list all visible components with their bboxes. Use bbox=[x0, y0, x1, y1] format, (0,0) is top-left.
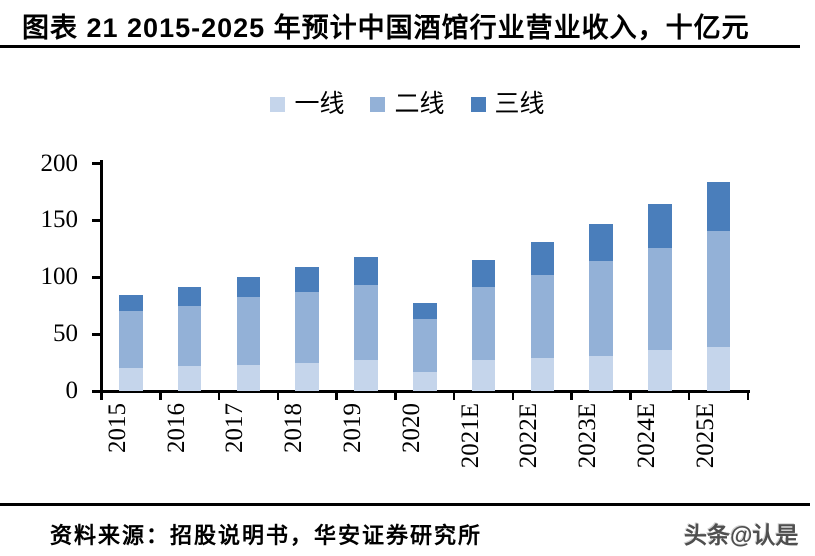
bar-segment-三线-2025E bbox=[706, 181, 731, 231]
y-axis-tick-label: 200 bbox=[40, 149, 79, 177]
tier1-swatch-icon bbox=[270, 97, 286, 112]
x-tick-mark bbox=[570, 392, 573, 400]
chart-legend: 一线 二线 三线 bbox=[0, 92, 815, 117]
bar-segment-二线-2023E bbox=[589, 261, 613, 356]
x-axis-category-label: 2017 bbox=[221, 403, 249, 453]
x-tick-mark bbox=[100, 392, 103, 400]
x-tick-mark bbox=[159, 392, 162, 400]
x-axis-category-label: 2022E bbox=[515, 403, 543, 469]
y-tick-mark bbox=[91, 162, 102, 165]
bar-segment-一线-2019 bbox=[354, 360, 378, 391]
x-tick-mark bbox=[276, 392, 280, 400]
legend-item-tier3: 三线 bbox=[470, 91, 545, 118]
y-axis-tick-label: 50 bbox=[53, 320, 78, 348]
x-axis-category-label: 2018 bbox=[280, 403, 308, 453]
x-tick-mark bbox=[217, 392, 221, 400]
x-axis-category-label: 2016 bbox=[162, 403, 190, 453]
title-divider bbox=[0, 45, 800, 48]
bar-segment-三线-2017 bbox=[236, 277, 261, 297]
bar-segment-一线-2021E bbox=[471, 360, 496, 391]
bar-segment-一线-2016 bbox=[177, 365, 202, 391]
x-tick-mark bbox=[394, 392, 397, 400]
x-tick-mark bbox=[629, 392, 632, 400]
legend-item-tier1: 一线 bbox=[270, 92, 344, 117]
bar-segment-二线-2018 bbox=[295, 292, 319, 363]
legend-label-tier3: 三线 bbox=[494, 91, 545, 118]
bar-segment-三线-2021E bbox=[471, 260, 496, 288]
bar-segment-一线-2025E bbox=[706, 346, 731, 391]
source-attribution: 资料来源：招股说明书，华安证券研究所 bbox=[50, 523, 483, 548]
bar-segment-二线-2020 bbox=[413, 319, 437, 372]
bar-segment-三线-2019 bbox=[354, 256, 378, 286]
bar-segment-二线-2017 bbox=[236, 296, 261, 365]
bar-segment-二线-2021E bbox=[471, 287, 496, 361]
bar-segment-二线-2024E bbox=[648, 247, 672, 351]
bar-segment-三线-2024E bbox=[648, 204, 672, 248]
bar-segment-二线-2015 bbox=[119, 311, 143, 369]
y-tick-mark bbox=[91, 389, 102, 393]
bar-segment-二线-2025E bbox=[706, 230, 731, 347]
bar-segment-二线-2019 bbox=[354, 285, 378, 361]
x-tick-mark bbox=[746, 392, 750, 400]
x-axis-category-label: 2020 bbox=[397, 403, 425, 453]
x-axis-line bbox=[100, 390, 750, 393]
x-axis-category-label: 2023E bbox=[574, 403, 602, 469]
tier3-swatch-icon bbox=[470, 97, 486, 112]
bar-segment-一线-2018 bbox=[295, 362, 319, 391]
y-tick-mark bbox=[91, 332, 102, 336]
y-tick-mark bbox=[91, 218, 102, 222]
bar-segment-一线-2024E bbox=[648, 350, 672, 391]
x-tick-mark bbox=[452, 392, 456, 400]
bar-segment-二线-2016 bbox=[177, 305, 202, 366]
bar-segment-一线-2017 bbox=[236, 364, 261, 391]
x-axis-category-label: 2025E bbox=[691, 403, 719, 469]
x-axis-category-label: 2019 bbox=[338, 403, 366, 453]
x-axis-category-label: 2021E bbox=[456, 403, 484, 469]
tier2-swatch-icon bbox=[370, 97, 386, 112]
bar-segment-三线-2018 bbox=[295, 267, 319, 293]
bar-segment-一线-2015 bbox=[119, 368, 143, 391]
bar-segment-二线-2022E bbox=[530, 274, 555, 358]
footer-divider bbox=[0, 503, 810, 506]
bar-segment-三线-2022E bbox=[530, 241, 555, 275]
bar-segment-一线-2022E bbox=[530, 358, 555, 391]
bar-segment-三线-2015 bbox=[119, 295, 143, 312]
legend-label-tier1: 一线 bbox=[294, 91, 345, 118]
bar-segment-三线-2020 bbox=[413, 303, 437, 320]
x-axis-category-label: 2024E bbox=[632, 403, 660, 469]
bar-segment-一线-2023E bbox=[589, 355, 613, 391]
bar-segment-三线-2023E bbox=[589, 223, 613, 262]
y-axis-tick-label: 100 bbox=[40, 263, 79, 291]
legend-label-tier2: 二线 bbox=[394, 91, 445, 118]
x-tick-mark bbox=[511, 392, 515, 400]
legend-item-tier2: 二线 bbox=[370, 91, 445, 118]
x-tick-mark bbox=[687, 392, 691, 400]
y-axis-tick-label: 150 bbox=[40, 206, 79, 234]
bar-segment-三线-2016 bbox=[177, 287, 202, 306]
x-tick-mark bbox=[335, 392, 338, 400]
chart-title: 图表 21 2015-2025 年预计中国酒馆行业营业收入，十亿元 bbox=[22, 13, 750, 43]
y-axis-tick-label: 0 bbox=[65, 377, 79, 404]
bar-segment-一线-2020 bbox=[413, 371, 437, 391]
y-axis-line bbox=[100, 160, 103, 393]
x-axis-category-label: 2015 bbox=[103, 403, 131, 453]
watermark: 头条@认是 bbox=[684, 522, 799, 548]
y-tick-mark bbox=[91, 275, 102, 279]
